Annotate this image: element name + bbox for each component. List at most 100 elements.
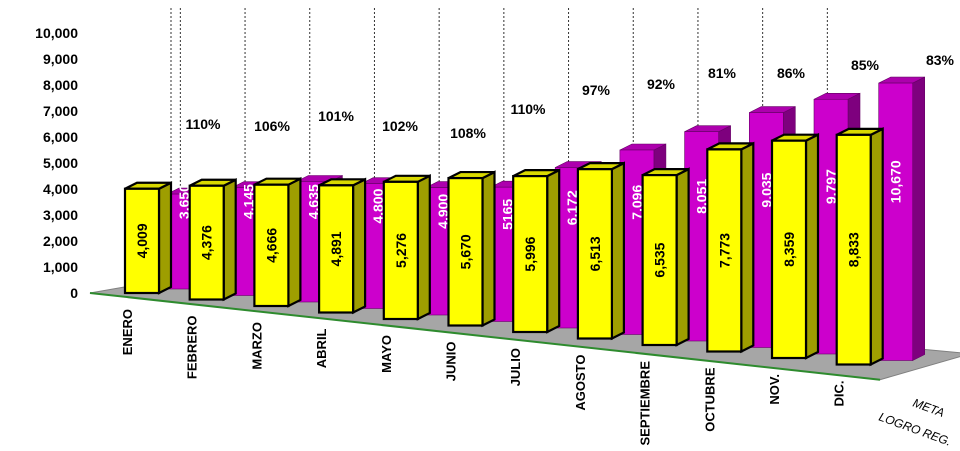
- bar-logro: [188, 177, 237, 302]
- meta-value-label: 6,172: [564, 190, 580, 225]
- bar-side: [804, 132, 820, 360]
- meta-value-label: 4,900: [435, 194, 451, 229]
- bar-front: [641, 173, 678, 347]
- bar-logro: [576, 161, 626, 341]
- bar-side: [352, 177, 367, 315]
- chart-bars: 3,650 4,145 4,635 4,800 4,900 5165 6,172 7,096 8…: [123, 76, 926, 367]
- x-tick-label: NOV.: [767, 374, 782, 405]
- bar-logro: [382, 174, 431, 321]
- logro-value-label: 5,996: [522, 236, 538, 271]
- bar-side: [610, 161, 626, 341]
- bar-side: [869, 127, 884, 367]
- x-tick-label: MAYO: [379, 335, 394, 373]
- logro-value-label: 7,773: [716, 233, 732, 268]
- meta-value-label: 8,051: [694, 179, 710, 214]
- y-tick-label: 5,000: [43, 155, 78, 171]
- meta-value-label: 4,635: [305, 184, 321, 219]
- y-tick-label: 4,000: [43, 181, 78, 197]
- y-tick-label: 0: [70, 285, 78, 301]
- logro-value-label: 4,376: [199, 225, 215, 260]
- bar-logro: [770, 132, 820, 360]
- bar-front: [770, 139, 808, 360]
- bar-logro: [447, 170, 496, 328]
- logro-value-label: 5,276: [393, 233, 409, 268]
- bar-side: [675, 167, 690, 347]
- percentage-label: 81%: [708, 65, 737, 81]
- bar-front: [447, 176, 484, 327]
- bar-side: [740, 141, 755, 354]
- bar-front: [576, 168, 614, 340]
- x-axis: ENERO FEBRERO MARZO ABRIL MAYO JUNIO JULIO AGOS…: [120, 309, 847, 446]
- meta-value-label: 7,096: [629, 185, 645, 220]
- series-label-meta: META: [911, 396, 946, 420]
- x-axis-line: [89, 292, 881, 381]
- logro-value-label: 4,666: [263, 228, 279, 263]
- percentage-label: 108%: [450, 125, 486, 141]
- bar-side: [222, 177, 237, 302]
- bar-logro: [706, 141, 755, 354]
- logro-value-label: 4,009: [134, 223, 150, 258]
- x-tick-label: DIC.: [832, 381, 847, 407]
- meta-value-label: 4,800: [370, 188, 386, 223]
- x-tick-label: JUNIO: [444, 342, 459, 382]
- bar-front: [706, 148, 743, 353]
- percentage-label: 92%: [647, 76, 676, 92]
- y-tick-label: 3,000: [43, 207, 78, 223]
- bar-side: [546, 168, 561, 334]
- bar-side: [481, 170, 496, 328]
- bar-side: [912, 76, 926, 361]
- percentage-label: 86%: [777, 65, 806, 81]
- bar-logro: [318, 177, 367, 315]
- bar-front: [253, 183, 290, 308]
- y-axis: 0 1,000 2,000 3,000 4,000 5,000 6,000 7,000 8,00…: [35, 25, 78, 301]
- bar-front: [835, 133, 872, 366]
- bar-logro: [123, 180, 173, 295]
- meta-value-label: 4,145: [241, 184, 257, 219]
- x-tick-label: ABRIL: [314, 328, 329, 368]
- y-tick-label: 8,000: [43, 77, 78, 93]
- bar-logro: [253, 176, 302, 308]
- x-tick-label: ENERO: [120, 309, 135, 355]
- percentage-label: 110%: [510, 101, 546, 117]
- logro-value-label: 8,359: [781, 232, 797, 267]
- meta-value-label: 10,670: [888, 160, 904, 203]
- meta-value-label: 5165: [500, 199, 516, 230]
- y-tick-label: 9,000: [43, 51, 78, 67]
- meta-value-label: 3,650: [176, 184, 192, 219]
- bar-meta: [878, 76, 926, 361]
- percentage-label: 101%: [318, 108, 354, 124]
- logro-value-label: 4,891: [328, 231, 344, 266]
- percentage-label: 85%: [851, 57, 880, 73]
- x-tick-label: AGOSTO: [573, 355, 588, 411]
- bar-front: [512, 175, 549, 334]
- percentage-label: 110%: [185, 116, 221, 132]
- y-tick-label: 7,000: [43, 103, 78, 119]
- logro-value-label: 6,535: [652, 242, 668, 277]
- meta-value-label: 9,797: [823, 169, 839, 204]
- x-tick-label: OCTUBRE: [702, 367, 717, 432]
- bar-logro: [512, 168, 561, 334]
- logro-value-label: 5,670: [458, 234, 474, 269]
- x-tick-label: MARZO: [249, 322, 264, 370]
- logro-value-label: 6,513: [587, 236, 603, 271]
- y-tick-label: 2,000: [43, 233, 78, 249]
- x-tick-label: SEPTIEMBRE: [638, 361, 653, 446]
- bar-front: [123, 187, 161, 295]
- logro-value-label: 8,833: [846, 232, 862, 267]
- percentage-label: 83%: [926, 52, 955, 68]
- bar-logro: [641, 167, 690, 347]
- y-tick-label: 10,000: [35, 25, 78, 41]
- percentage-label: 102%: [382, 118, 418, 134]
- meta-value-label: 9,035: [758, 172, 774, 207]
- y-tick-label: 1,000: [43, 259, 78, 275]
- bar-side: [157, 180, 173, 295]
- percentage-label: 97%: [582, 82, 611, 98]
- bar-front: [188, 184, 225, 301]
- bar-logro: [835, 127, 884, 367]
- percentage-label: 106%: [254, 118, 290, 134]
- y-tick-label: 6,000: [43, 129, 78, 145]
- bar-front: [382, 180, 419, 321]
- bar-front: [318, 184, 355, 314]
